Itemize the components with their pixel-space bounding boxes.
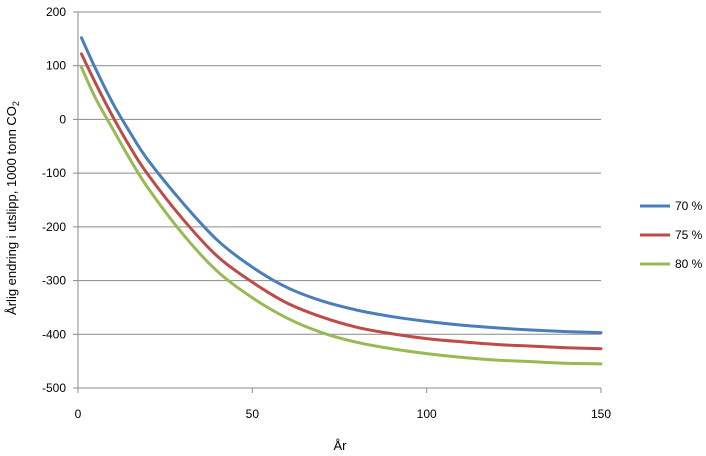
y-tick-label: -100 [42,166,66,180]
y-tick-label: 0 [59,112,66,126]
x-tick-label: 100 [417,407,437,421]
series-line-1 [79,36,603,335]
y-axis-tick-labels: 200 100 0 -100 -200 -300 -400 -500 [42,5,78,395]
legend-label-3: 80 % [675,257,703,271]
y-tick-label: 200 [46,5,66,19]
y-axis-title-subscript: 2 [11,101,21,106]
y-tick-label: 100 [46,59,66,73]
y-tick-label: -200 [42,220,66,234]
y-tick-label: -300 [42,274,66,288]
legend-label-1: 70 % [675,199,703,213]
legend: 70 % 75 % 80 % [640,199,703,271]
x-tick-label: 50 [246,407,260,421]
series-line-2 [79,52,603,351]
series-lines [79,36,603,366]
x-axis-title: År [334,438,348,453]
x-axis-tick-labels: 0 50 100 150 [75,388,611,421]
axes [77,12,601,389]
x-tick-label: 0 [75,407,82,421]
y-tick-label: -500 [42,381,66,395]
legend-label-2: 75 % [675,228,703,242]
y-tick-label: -400 [42,327,66,341]
y-axis-title-main: Årlig endring i utslipp, 1000 tonn CO [4,106,19,315]
x-tick-label: 150 [591,407,611,421]
series-line-3 [79,65,603,366]
y-axis-title: Årlig endring i utslipp, 1000 tonn CO2 [4,101,21,315]
gridlines [78,11,601,389]
